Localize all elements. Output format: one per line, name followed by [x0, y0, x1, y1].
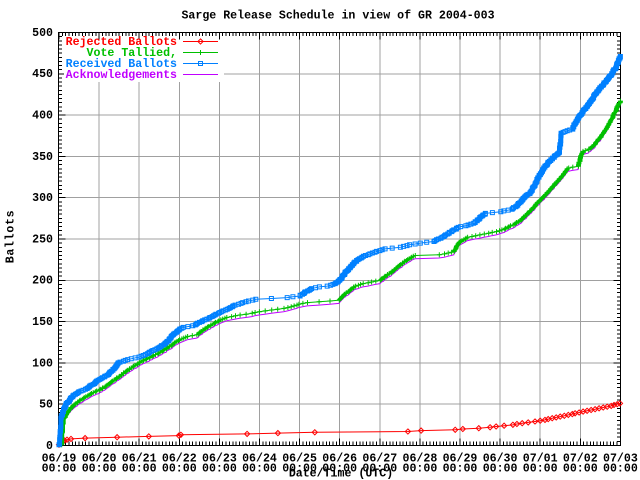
- svg-text:00:00: 00:00: [403, 463, 438, 476]
- svg-text:06/21: 06/21: [122, 452, 157, 465]
- svg-text:250: 250: [32, 233, 53, 246]
- svg-text:06/22: 06/22: [162, 452, 197, 465]
- svg-text:Acknowledgements: Acknowledgements: [66, 69, 177, 82]
- svg-text:06/19: 06/19: [42, 452, 77, 465]
- svg-text:350: 350: [32, 151, 53, 164]
- svg-text:06/30: 06/30: [483, 452, 518, 465]
- svg-text:00:00: 00:00: [202, 463, 237, 476]
- svg-text:06/23: 06/23: [202, 452, 237, 465]
- svg-text:06/28: 06/28: [403, 452, 438, 465]
- svg-text:06/24: 06/24: [242, 452, 277, 465]
- svg-text:300: 300: [32, 192, 53, 205]
- svg-text:0: 0: [46, 440, 53, 453]
- svg-text:100: 100: [32, 357, 53, 370]
- svg-text:06/26: 06/26: [322, 452, 357, 465]
- svg-text:Rejected Ballots: Rejected Ballots: [66, 36, 177, 49]
- svg-text:07/01: 07/01: [523, 452, 558, 465]
- svg-text:00:00: 00:00: [322, 463, 357, 476]
- svg-text:00:00: 00:00: [483, 463, 518, 476]
- svg-text:00:00: 00:00: [362, 463, 397, 476]
- svg-text:00:00: 00:00: [523, 463, 558, 476]
- svg-text:150: 150: [32, 316, 53, 329]
- svg-text:200: 200: [32, 275, 53, 288]
- svg-text:00:00: 00:00: [42, 463, 77, 476]
- svg-text:06/25: 06/25: [282, 452, 317, 465]
- svg-text:07/02: 07/02: [563, 452, 598, 465]
- svg-text:00:00: 00:00: [82, 463, 117, 476]
- svg-text:Date/Time (UTC): Date/Time (UTC): [289, 467, 393, 480]
- svg-text:450: 450: [32, 68, 53, 81]
- svg-text:00:00: 00:00: [603, 463, 638, 476]
- svg-text:00:00: 00:00: [563, 463, 598, 476]
- svg-text:06/20: 06/20: [82, 452, 117, 465]
- svg-text:06/29: 06/29: [443, 452, 478, 465]
- svg-text:Ballots: Ballots: [5, 210, 18, 264]
- svg-text:Vote Tallied,: Vote Tallied,: [87, 47, 177, 60]
- svg-text:06/27: 06/27: [362, 452, 397, 465]
- svg-text:500: 500: [32, 27, 53, 40]
- svg-text:400: 400: [32, 110, 53, 123]
- svg-text:00:00: 00:00: [242, 463, 277, 476]
- svg-text:00:00: 00:00: [162, 463, 197, 476]
- svg-text:00:00: 00:00: [122, 463, 157, 476]
- svg-text:50: 50: [39, 399, 53, 412]
- svg-text:00:00: 00:00: [282, 463, 317, 476]
- svg-text:07/03: 07/03: [603, 452, 638, 465]
- svg-text:Received Ballots: Received Ballots: [66, 58, 177, 71]
- svg-text:Sarge Release Schedule in view: Sarge Release Schedule in view of GR 200…: [181, 10, 494, 23]
- svg-text:00:00: 00:00: [443, 463, 478, 476]
